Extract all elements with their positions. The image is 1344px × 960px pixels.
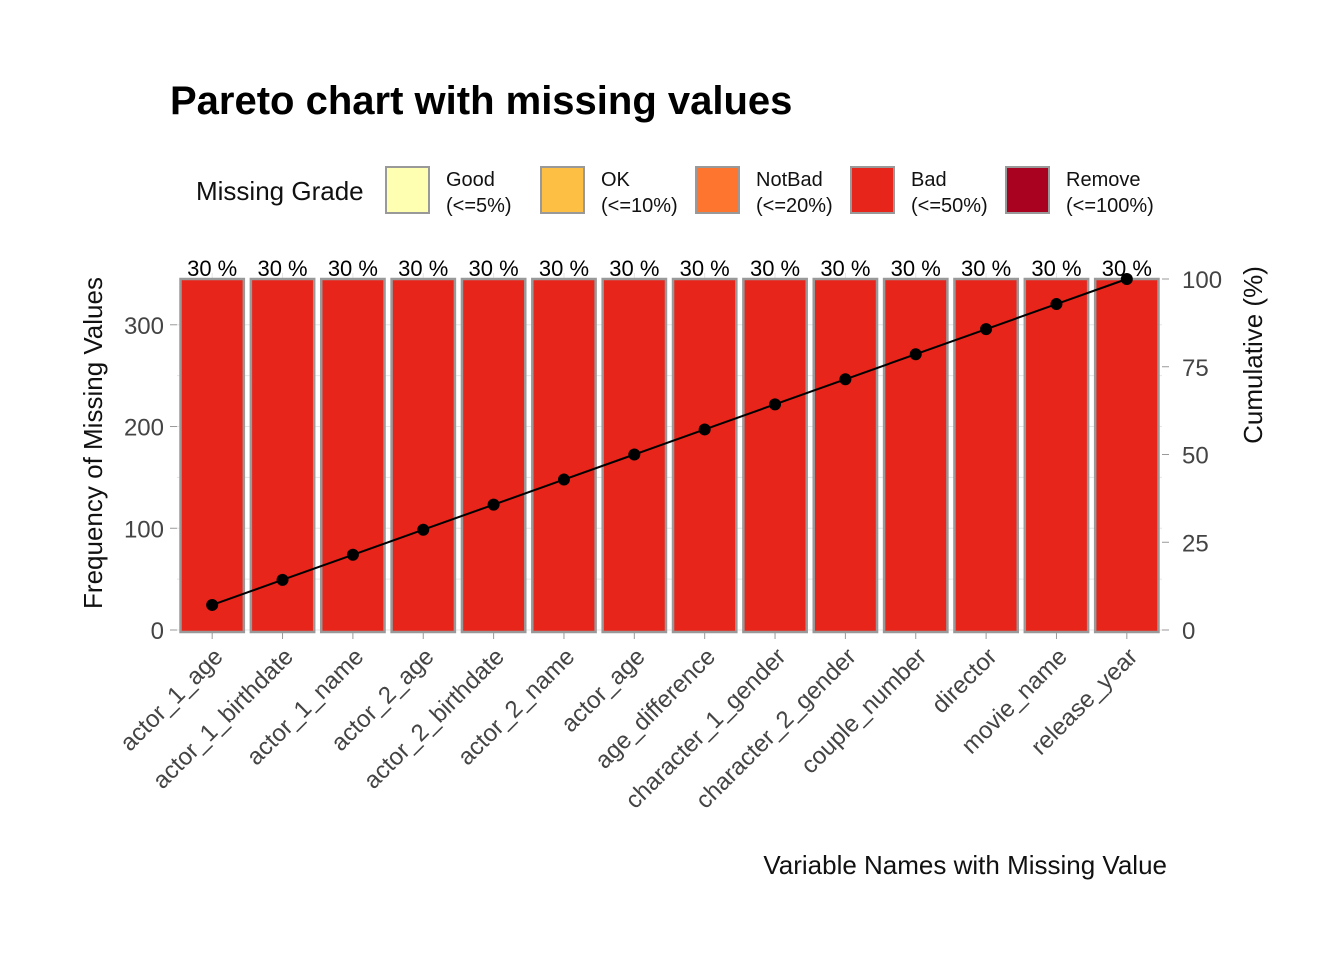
legend: Missing Grade Good (<=5%) OK (<=10%) NotBad (…: [196, 166, 1154, 217]
legend-label-remove: Remove: [1066, 169, 1140, 191]
legend-range-notbad: (<=20%): [756, 195, 833, 217]
bar-actor_1_name: [319, 277, 386, 634]
chart-title: Pareto chart with missing values: [170, 79, 792, 123]
x-axis-title: Variable Names with Missing Value: [763, 850, 1167, 880]
bar-release_year: [1093, 277, 1160, 634]
legend-range-ok: (<=10%): [601, 195, 678, 217]
legend-label-notbad: NotBad: [756, 169, 823, 191]
bar-label-actor_2_birthdate: 30 %: [469, 256, 519, 281]
x-axis: actor_1_ageactor_1_birthdateactor_1_name…: [115, 632, 1143, 814]
bar-actor_1_age: [179, 277, 246, 634]
cumulative-point-age_difference: [698, 423, 711, 436]
legend-swatch-remove: [1005, 166, 1050, 214]
bar-character_2_gender: [812, 277, 879, 634]
legend-range-bad: (<=50%): [911, 195, 988, 217]
cumulative-point-character_2_gender: [839, 373, 852, 386]
legend-label-bad: Bad: [911, 169, 947, 191]
bar-actor_2_age: [390, 277, 457, 634]
y-tick-label: 0: [151, 618, 164, 645]
bar-character_1_gender: [742, 277, 808, 634]
y2-tick-label: 0: [1182, 618, 1195, 645]
y2-axis-title: Cumulative (%): [1238, 266, 1268, 444]
cumulative-point-actor_2_age: [417, 523, 430, 536]
bar-label-age_difference: 30 %: [680, 256, 730, 281]
bar-director: [953, 277, 1020, 634]
cumulative-path: [211, 278, 1128, 606]
y-axis-left: 0 100 200 300: [124, 313, 177, 645]
legend-swatch-good: [385, 166, 430, 214]
bar-label-movie_name: 30 %: [1031, 256, 1081, 281]
bar-label-actor_1_name: 30 %: [328, 256, 378, 281]
bar-label-actor_age: 30 %: [609, 256, 659, 281]
legend-label-good: Good: [446, 169, 495, 191]
cumulative-point-actor_2_birthdate: [487, 498, 500, 511]
y-tick-label: 100: [124, 516, 164, 543]
legend-swatch-bad: [850, 166, 895, 214]
bar-actor_2_name: [531, 277, 597, 634]
bar-label-actor_2_age: 30 %: [398, 256, 448, 281]
y2-tick-label: 25: [1182, 530, 1209, 557]
legend-swatch-notbad: [695, 166, 740, 214]
cumulative-point-couple_number: [909, 348, 922, 361]
y-axis-right: 0 25 50 75 100: [1162, 267, 1222, 645]
bar-label-director: 30 %: [961, 256, 1011, 281]
bar-label-character_1_gender: 30 %: [750, 256, 800, 281]
bar-labels: 30 % 30 % 30 % 30 % 30 % 30 % 30 % 30 % 30 % 30 %…: [187, 256, 1152, 281]
legend-range-remove: (<=100%): [1066, 195, 1154, 217]
bar-age_difference: [671, 277, 738, 634]
cumulative-point-director: [980, 323, 993, 336]
cumulative-point-release_year: [1120, 273, 1133, 285]
cumulative-point-movie_name: [1050, 298, 1063, 311]
legend-range-good: (<=5%): [446, 195, 512, 217]
bar-label-actor_2_name: 30 %: [539, 256, 589, 281]
bar-label-character_2_gender: 30 %: [820, 256, 870, 281]
y-tick-label: 300: [124, 313, 164, 340]
cumulative-point-actor_age: [628, 448, 641, 461]
cumulative-point-actor_2_name: [557, 473, 570, 486]
cumulative-point-character_1_gender: [769, 398, 782, 411]
cumulative-point-actor_1_name: [346, 548, 359, 561]
cumulative-point-actor_1_age: [206, 598, 219, 611]
legend-title: Missing Grade: [196, 176, 364, 206]
legend-label-ok: OK: [601, 169, 631, 191]
cumulative-point-actor_1_birthdate: [276, 573, 289, 586]
bar-label-actor_1_age: 30 %: [187, 256, 237, 281]
cumulative-line: [206, 273, 1133, 611]
bar-movie_name: [1023, 277, 1090, 634]
y-tick-label: 200: [124, 415, 164, 442]
bars: [179, 277, 1160, 634]
x-tick-label-couple_number: couple_number: [796, 643, 932, 779]
bar-label-couple_number: 30 %: [891, 256, 941, 281]
bar-couple_number: [882, 277, 949, 634]
y2-tick-label: 100: [1182, 267, 1222, 294]
legend-swatch-ok: [540, 166, 585, 214]
bar-actor_2_birthdate: [460, 277, 527, 634]
x-tick-label-age_difference: age_difference: [590, 643, 721, 774]
y-axis-title: Frequency of Missing Values: [78, 277, 108, 609]
y2-tick-label: 50: [1182, 443, 1209, 470]
y2-tick-label: 75: [1182, 355, 1209, 382]
bar-label-actor_1_birthdate: 30 %: [257, 256, 307, 281]
